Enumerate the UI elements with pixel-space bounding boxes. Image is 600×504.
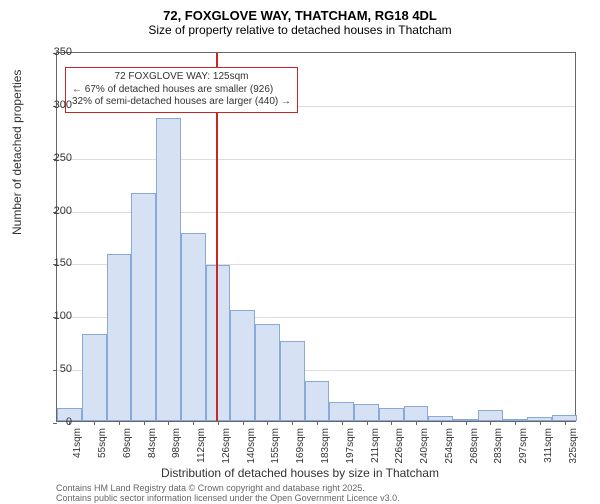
histogram-bar [255, 324, 280, 421]
x-tick-label: 155sqm [270, 428, 281, 464]
y-tick-label: 0 [32, 416, 72, 428]
x-tick-mark [515, 421, 516, 425]
x-tick-mark [243, 421, 244, 425]
annotation-line-1: 72 FOXGLOVE WAY: 125sqm [72, 71, 291, 84]
x-tick-mark [391, 421, 392, 425]
title-line-1: 72, FOXGLOVE WAY, THATCHAM, RG18 4DL [0, 8, 600, 23]
x-tick-label: 112sqm [196, 428, 207, 463]
histogram-bar [107, 254, 132, 421]
y-tick-label: 300 [32, 99, 72, 111]
property-annotation-box: 72 FOXGLOVE WAY: 125sqm← 67% of detached… [65, 67, 298, 113]
x-tick-mark [565, 421, 566, 425]
chart-plot-area: 72 FOXGLOVE WAY: 125sqm← 67% of detached… [56, 52, 576, 422]
annotation-line-3: 32% of semi-detached houses are larger (… [72, 96, 291, 109]
x-tick-label: 226sqm [394, 428, 405, 464]
x-tick-mark [317, 421, 318, 425]
x-tick-mark [342, 421, 343, 425]
x-tick-mark [267, 421, 268, 425]
y-tick-label: 350 [32, 46, 72, 58]
x-tick-label: 297sqm [518, 428, 529, 464]
x-tick-mark [441, 421, 442, 425]
x-tick-label: 84sqm [147, 428, 158, 458]
histogram-bar [82, 334, 107, 421]
x-tick-label: 240sqm [419, 428, 430, 464]
annotation-line-2: ← 67% of detached houses are smaller (92… [72, 84, 291, 97]
x-tick-mark [94, 421, 95, 425]
histogram-bar [280, 341, 305, 421]
footer-attribution: Contains HM Land Registry data © Crown c… [56, 484, 400, 504]
x-tick-label: 254sqm [444, 428, 455, 464]
x-tick-label: 283sqm [493, 428, 504, 464]
title-line-2: Size of property relative to detached ho… [0, 23, 600, 37]
y-tick-label: 250 [32, 152, 72, 164]
x-tick-label: 69sqm [122, 428, 133, 458]
y-tick-label: 100 [32, 310, 72, 322]
y-axis-label: Number of detached properties [10, 70, 24, 235]
histogram-bar [379, 408, 404, 421]
x-tick-label: 169sqm [295, 428, 306, 464]
x-tick-mark [144, 421, 145, 425]
histogram-bar [305, 381, 330, 421]
histogram-bar [404, 406, 429, 421]
x-tick-mark [466, 421, 467, 425]
histogram-bar [478, 410, 503, 421]
x-axis-label: Distribution of detached houses by size … [0, 466, 600, 480]
x-tick-mark [416, 421, 417, 425]
x-tick-label: 183sqm [320, 428, 331, 464]
x-tick-mark [119, 421, 120, 425]
y-tick-label: 150 [32, 257, 72, 269]
footer-line-2: Contains public sector information licen… [56, 494, 400, 504]
histogram-bar [131, 193, 156, 421]
x-tick-mark [490, 421, 491, 425]
x-tick-mark [367, 421, 368, 425]
y-tick-label: 200 [32, 205, 72, 217]
x-tick-mark [540, 421, 541, 425]
histogram-bar [329, 402, 354, 421]
x-tick-label: 268sqm [469, 428, 480, 464]
x-tick-label: 98sqm [171, 428, 182, 458]
x-tick-label: 325sqm [568, 428, 579, 464]
x-tick-label: 55sqm [97, 428, 108, 458]
x-tick-mark [168, 421, 169, 425]
histogram-bar [181, 233, 206, 421]
x-tick-mark [292, 421, 293, 425]
x-tick-label: 126sqm [221, 428, 232, 464]
histogram-bar [156, 118, 181, 421]
gridline [57, 159, 575, 160]
x-tick-label: 197sqm [345, 428, 356, 464]
histogram-bar [230, 310, 255, 421]
x-tick-mark [193, 421, 194, 425]
x-tick-label: 211sqm [370, 428, 381, 463]
y-tick-label: 50 [32, 363, 72, 375]
x-tick-mark [218, 421, 219, 425]
chart-title-block: 72, FOXGLOVE WAY, THATCHAM, RG18 4DL Siz… [0, 0, 600, 37]
x-tick-label: 41sqm [72, 428, 83, 458]
histogram-bar [354, 404, 379, 421]
x-tick-label: 140sqm [246, 428, 257, 464]
x-tick-label: 311sqm [543, 428, 554, 463]
